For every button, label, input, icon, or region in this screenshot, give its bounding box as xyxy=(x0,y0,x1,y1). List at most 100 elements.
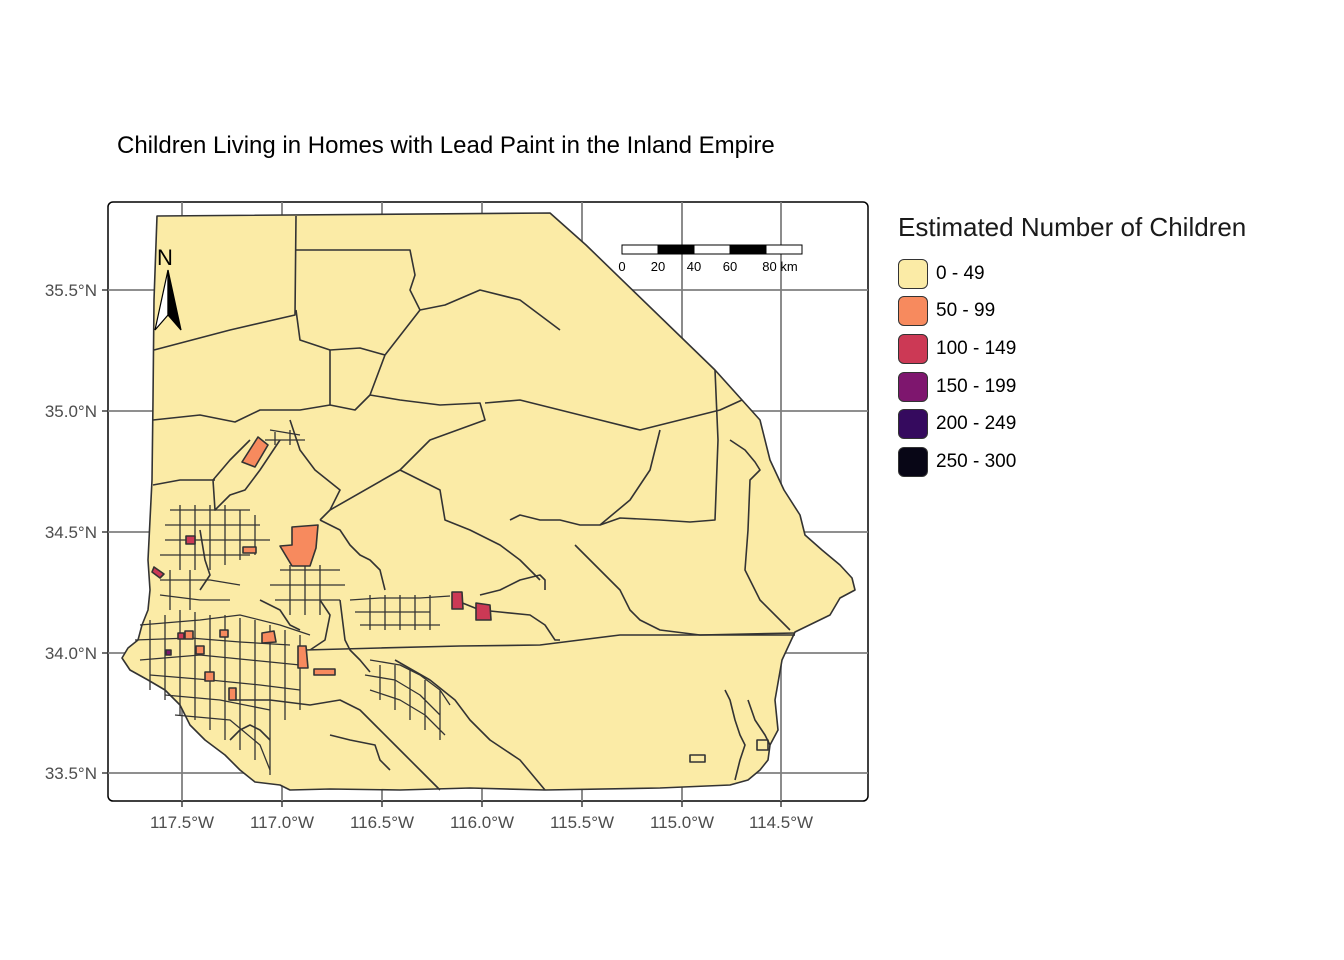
axis-ticks xyxy=(102,289,782,807)
tract-mesh xyxy=(349,595,451,630)
boundary-line xyxy=(153,215,297,351)
map-regions xyxy=(121,212,856,791)
legend-swatch xyxy=(898,371,928,402)
tracts-50-99 xyxy=(184,436,336,701)
legend: Estimated Number of Children 0 - 49 50 -… xyxy=(898,212,1246,481)
tract-50-99 xyxy=(279,524,319,567)
tract-100-149 xyxy=(177,632,185,640)
boundary-line xyxy=(309,599,331,651)
tract-50-99 xyxy=(184,630,194,640)
scale-segment xyxy=(657,244,695,255)
tract-50-99 xyxy=(297,645,309,669)
boundary-line xyxy=(319,519,386,591)
legend-swatch xyxy=(898,446,928,477)
y-tick-label: 35.5°N xyxy=(45,281,97,300)
x-tick-label: 116.5°W xyxy=(350,813,414,832)
tracts-100-149 xyxy=(151,535,492,640)
scale-bar: 0 20 40 60 80 km xyxy=(618,244,803,274)
legend-item: 150 - 199 xyxy=(898,368,1246,406)
scale-label: 60 xyxy=(723,259,737,274)
map-title: Children Living in Homes with Lead Paint… xyxy=(117,132,775,159)
tract-100-149 xyxy=(151,566,165,579)
boundary-line xyxy=(212,439,281,511)
boundary-line xyxy=(479,574,546,596)
scale-segment xyxy=(693,244,731,255)
legend-item: 100 - 149 xyxy=(898,330,1246,368)
tract-50-99 xyxy=(195,645,205,655)
y-tick-label: 34.0°N xyxy=(45,644,97,663)
boundary-line xyxy=(152,479,215,486)
legend-item: 200 - 249 xyxy=(898,405,1246,443)
scale-label: 20 xyxy=(651,259,665,274)
legend-title: Estimated Number of Children xyxy=(898,212,1247,242)
scale-segment xyxy=(621,244,659,255)
boundary-line xyxy=(229,724,271,741)
boundary-line xyxy=(296,249,421,311)
legend-label: 50 - 99 xyxy=(936,300,996,322)
legend-swatch xyxy=(898,258,928,289)
boundary-line xyxy=(152,354,386,423)
x-tick-label: 115.0°W xyxy=(650,813,714,832)
x-tick-label: 114.5°W xyxy=(749,813,813,832)
boundary-line xyxy=(399,469,541,581)
x-tick-label: 116.0°W xyxy=(450,813,514,832)
scale-label: 80 km xyxy=(762,259,797,274)
tract-boundaries xyxy=(152,215,796,791)
tract-100-149 xyxy=(475,602,492,621)
tract-100-149 xyxy=(451,591,464,610)
tract-mesh xyxy=(265,429,305,445)
boundary-line xyxy=(230,699,441,791)
tract-50-99 xyxy=(313,668,336,676)
boundary-line xyxy=(304,632,796,651)
x-tick-label: 115.5°W xyxy=(550,813,614,832)
boundary-line xyxy=(756,739,769,751)
boundary-line xyxy=(394,659,546,791)
tract-50-99 xyxy=(242,546,257,554)
legend-label: 200 - 249 xyxy=(936,413,1017,435)
legend-label: 0 - 49 xyxy=(936,262,985,284)
legend-label: 100 - 149 xyxy=(936,337,1017,359)
tract-50-99 xyxy=(219,629,229,638)
scale-segment xyxy=(765,244,803,255)
tract-50-99 xyxy=(241,436,269,468)
north-arrow-right-icon xyxy=(167,269,182,331)
scale-segment xyxy=(729,244,767,255)
scale-label: 0 xyxy=(618,259,625,274)
boundary-line xyxy=(724,689,746,781)
legend-item: 50 - 99 xyxy=(898,293,1246,331)
boundary-line xyxy=(339,599,371,673)
legend-swatch xyxy=(898,409,928,440)
boundary-line xyxy=(484,399,743,431)
north-label: N xyxy=(157,245,173,270)
tract-mesh xyxy=(364,659,451,740)
y-tick-label: 34.5°N xyxy=(45,523,97,542)
legend-label: 250 - 300 xyxy=(936,450,1017,472)
boundary-line xyxy=(199,529,211,591)
tracts-150-199 xyxy=(165,649,172,656)
legend-label: 150 - 199 xyxy=(936,375,1017,397)
tract-100-149 xyxy=(185,535,196,545)
legend-swatch xyxy=(898,296,928,327)
boundary-line xyxy=(599,369,719,526)
boundary-line xyxy=(319,394,486,521)
y-tick-label: 35.0°N xyxy=(45,402,97,421)
boundary-line xyxy=(729,439,791,631)
tract-mesh xyxy=(159,570,241,610)
boundary-line xyxy=(509,429,661,526)
y-tick-label: 33.5°N xyxy=(45,764,97,783)
boundary-line xyxy=(329,734,391,771)
x-tick-label: 117.5°W xyxy=(150,813,214,832)
boundary-line xyxy=(259,599,301,631)
legend-item: 250 - 300 xyxy=(898,443,1246,481)
tract-150-199 xyxy=(165,649,172,656)
tract-50-99 xyxy=(204,671,215,682)
tract-50-99 xyxy=(228,687,237,701)
boundary-line xyxy=(384,289,561,356)
north-arrow: N xyxy=(154,245,182,331)
tract-50-99 xyxy=(261,630,277,644)
legend-swatch xyxy=(898,333,928,364)
legend-item: 0 - 49 xyxy=(898,255,1246,293)
boundary-line xyxy=(689,754,706,763)
scale-label: 40 xyxy=(687,259,701,274)
